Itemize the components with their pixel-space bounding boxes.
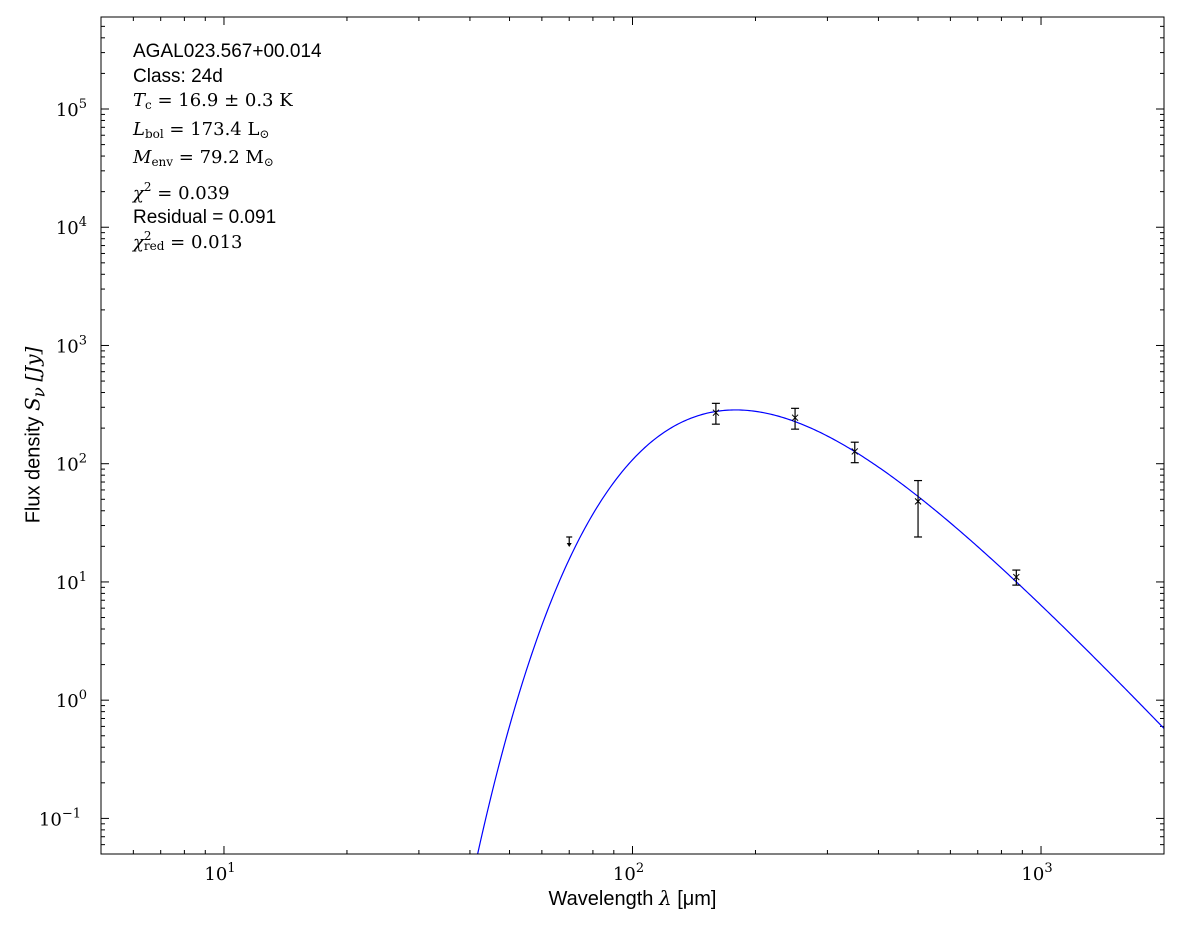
x-tick-label: 102 xyxy=(613,861,644,885)
data-point xyxy=(850,441,859,464)
point-marker xyxy=(914,498,922,505)
plot-frame xyxy=(100,16,1165,855)
point-marker xyxy=(712,409,720,417)
point-marker xyxy=(851,448,859,455)
y-axis-label: Flux density Sν [Jy] xyxy=(20,346,49,524)
point-marker xyxy=(1012,573,1020,581)
chi2-label: χ2 = 0.039 xyxy=(133,179,230,204)
x-axis-label: Wavelength λ [μm] xyxy=(548,886,717,910)
data-points xyxy=(566,402,1021,586)
y-tick-label: 100 xyxy=(56,688,87,712)
fit-annotations: AGAL023.567+00.014 Class: 24d Tc = 16.9 … xyxy=(133,40,322,255)
mass-label: Menv = 79.2 M⊙ xyxy=(133,147,274,169)
upper-limit-arrow xyxy=(566,542,572,547)
residual-label: Residual = 0.091 xyxy=(133,207,277,228)
y-tick-label: 105 xyxy=(56,97,87,121)
x-tick-label: 103 xyxy=(1021,861,1052,885)
luminosity-label: Lbol = 173.4 L⊙ xyxy=(133,118,270,141)
axis-ticks xyxy=(100,16,1165,855)
y-tick-label: 103 xyxy=(56,333,87,357)
y-tick-label: 10−1 xyxy=(39,806,81,830)
y-tick-label: 104 xyxy=(56,215,87,239)
tick-labels: 101 102 103 10−1 100 101 102 103 104 105 xyxy=(39,97,1053,885)
y-tick-label: 101 xyxy=(56,570,87,594)
chi2-reduced-label: χ2 red = 0.013 xyxy=(133,228,243,253)
data-point xyxy=(791,407,800,430)
y-tick-label: 102 xyxy=(56,452,87,476)
source-name: AGAL023.567+00.014 xyxy=(133,41,322,62)
point-marker xyxy=(791,414,799,422)
data-point xyxy=(1012,569,1021,586)
model-curve xyxy=(477,409,1164,854)
source-class: Class: 24d xyxy=(133,65,223,87)
data-point xyxy=(711,402,720,425)
model-curve-group xyxy=(477,409,1164,854)
data-point xyxy=(914,479,923,538)
x-tick-label: 101 xyxy=(204,861,235,885)
temperature-label: Tc = 16.9 ± 0.3 K xyxy=(133,90,293,112)
upper-limit xyxy=(566,536,573,547)
